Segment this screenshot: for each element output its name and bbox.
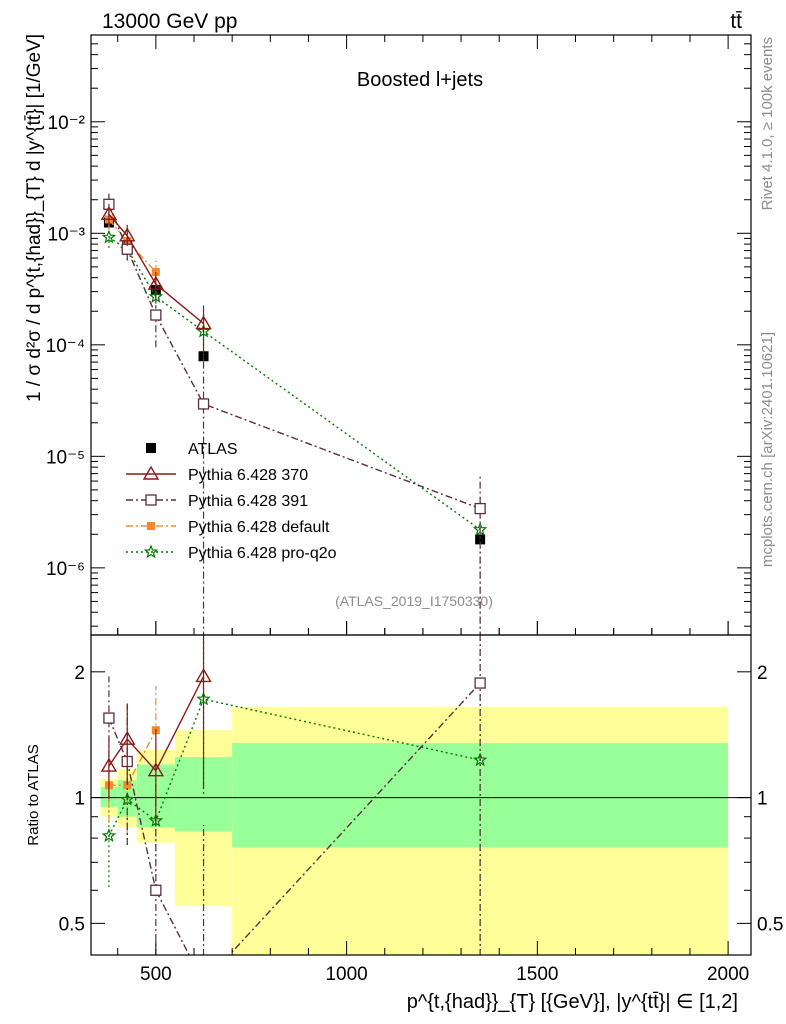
plot-title: Boosted l+jets [357,69,483,91]
ratio-tick-label-right: 1 [757,789,768,810]
x-tick-label: 500 [140,964,172,985]
ratio-line-pythia-6-428-370 [108,676,205,772]
ratio-point-pythia-6-428-391 [474,677,486,689]
x-tick-label: 2000 [707,964,749,985]
ratio-point-pythia-6-428-370 [119,730,136,745]
ratio-panel-frame [90,634,752,956]
ratio-point-pythia-6-428-391 [103,712,115,724]
y-tick-label: 10⁻⁵ [46,447,85,468]
legend-label-atlas: ATLAS [188,441,238,458]
point-pythia-6-428-370 [119,227,136,242]
ratio-point-pythia-6-428-391 [199,978,209,988]
point-atlas [475,534,486,545]
ratio-point-pythia-6-428-370 [195,668,212,683]
point-pythia-6-428-391 [197,398,210,410]
source-label: mcplots.cern.ch [arXiv:2401.10621] [759,332,776,567]
legend-marker-pythia-6-428-default [147,522,155,530]
rivet-label: Rivet 4.1.0, ≥ 100k events [759,37,776,210]
uncertainty-bands [91,706,751,955]
ratio-point-pythia-6-428-391 [150,884,162,896]
ratio-tick-label-left: 2 [74,663,85,684]
ratio-point-pythia-6-428-default [123,781,132,790]
legend-label-pythia-6-428-391: Pythia 6.428 391 [188,493,308,510]
x-tick-label: 1500 [516,964,558,985]
top-series-group [100,193,488,635]
ratio-point-pythia-6-428-370 [100,757,118,772]
series-line-pythia-6-428-pro-q2o [108,236,481,531]
legend-marker-pythia-6-428-pro-q2o [143,544,159,559]
point-pythia-6-428-370 [195,315,212,330]
ratio-point-pythia-6-428-pro-q2o [472,752,488,767]
ratio-axis-label: Ratio to ATLAS [25,744,42,845]
x-tick-label: 1000 [325,964,367,985]
y-axis-label: 1 / σ d²σ / d p^{t,{had}}_{T} d |y^{tt̄}… [24,34,45,402]
legend-marker-atlas [146,443,156,453]
point-atlas [198,351,209,362]
ratio-tick-label-right: 2 [757,663,768,684]
series-line-pythia-6-428-default [108,219,157,273]
legend-label-pythia-6-428-370: Pythia 6.428 370 [188,467,308,484]
process-label: tt̄ [730,10,742,33]
legend: ATLAS Pythia 6.428 370 Pythia 6.428 391 Pyt… [126,441,337,562]
point-pythia-6-428-370 [147,275,165,290]
series-line-pythia-6-428-370 [108,213,204,325]
series-layer [100,193,488,988]
point-pythia-6-428-pro-q2o [101,229,117,244]
legend-marker-pythia-6-428-370 [142,465,160,480]
ratio-series-group [100,635,488,988]
ratio-point-pythia-6-428-pro-q2o [101,828,117,843]
point-pythia-6-428-370 [100,205,118,221]
ratio-tick-label-right: 0.5 [757,914,783,935]
y-tick-label: 10⁻² [48,113,86,134]
analysis-label: (ATLAS_2019_I1750330) [335,593,493,609]
point-pythia-6-428-391 [150,309,162,321]
ratio-point-pythia-6-428-370 [147,762,165,777]
legend-marker-pythia-6-428-391 [145,494,157,506]
y-tick-label: 10⁻⁴ [46,336,85,357]
legend-label-pythia-6-428-default: Pythia 6.428 default [188,519,330,536]
energy-label: 13000 GeV pp [102,10,237,33]
ratio-tick-label-left: 1 [74,789,85,810]
ratio-tick-label-left: 0.5 [59,914,85,935]
series-line-pythia-6-428-391 [108,204,481,510]
point-pythia-6-428-391 [474,502,486,515]
axis-ticks: 10⁻⁶ 10⁻⁵ 10⁻⁴ 10⁻³ 10⁻² 0.5 0.5 1 1 2 2 500 1000 150… [46,34,783,985]
x-axis-label: p^{t,{had}}_{T} [{GeV}], |y^{tt̄}| ∈ [1,… [407,991,738,1013]
y-tick-label: 10⁻⁶ [46,559,85,580]
legend-label-pythia-6-428-pro-q2o: Pythia 6.428 pro-q2o [188,545,337,562]
y-tick-label: 10⁻³ [48,224,86,245]
